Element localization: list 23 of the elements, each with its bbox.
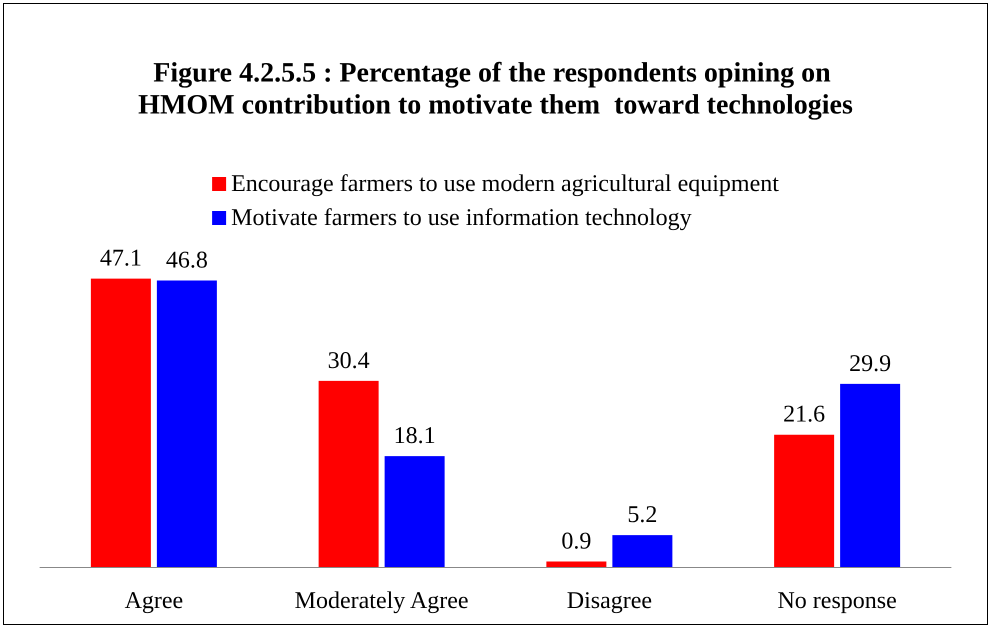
bar (546, 561, 606, 567)
bar (318, 380, 379, 567)
bar (156, 280, 217, 567)
bar (840, 384, 900, 567)
data-label: 5.2 (627, 502, 658, 528)
bar (774, 434, 834, 567)
data-label: 21.6 (783, 402, 826, 428)
legend-label: Motivate farmers to use information technology (231, 205, 692, 231)
data-label: 29.9 (849, 350, 892, 377)
bar (90, 278, 151, 567)
bar (384, 456, 445, 567)
x-tick-label: No response (777, 588, 897, 614)
data-label: 0.9 (561, 528, 592, 554)
data-label: 47.1 (100, 246, 142, 272)
data-label: 18.1 (394, 423, 436, 450)
x-tick-label: Agree (124, 588, 184, 614)
x-tick-label: Disagree (566, 588, 652, 614)
x-tick-label: Moderately Agree (294, 588, 469, 614)
data-label: 30.4 (328, 348, 370, 374)
legend-label: Encourage farmers to use modern agricultural equipment (231, 171, 780, 197)
bar (612, 535, 672, 567)
chart-title: Figure 4.2.5.5 : Percentage of the respondents opining on HMOM contribution to motivate them toward technologies (138, 58, 853, 120)
data-label: 46.8 (166, 247, 208, 274)
